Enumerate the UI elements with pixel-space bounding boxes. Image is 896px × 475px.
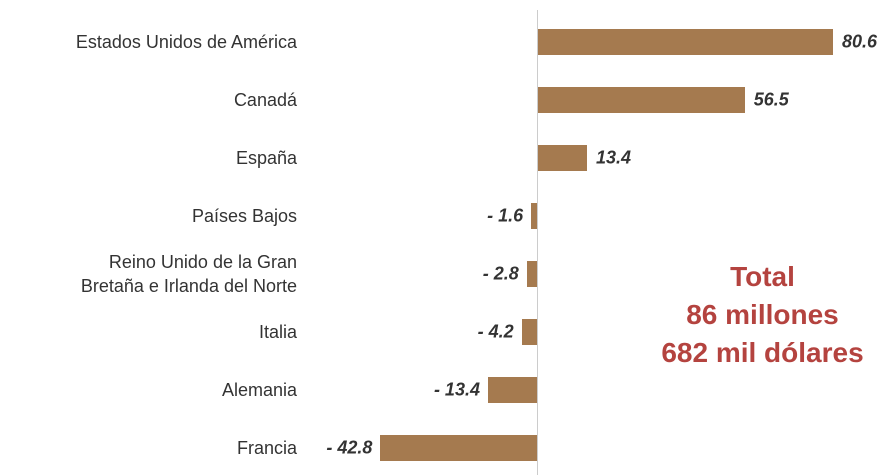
bar	[380, 435, 537, 461]
bar	[487, 377, 537, 403]
value-label: - 42.8	[326, 437, 373, 458]
value-label: - 2.8	[482, 263, 519, 284]
category-label: Estados Unidos de América	[75, 32, 297, 52]
category-label: Países Bajos	[191, 206, 297, 226]
bar	[538, 87, 745, 113]
category-label: Alemania	[221, 380, 297, 400]
category-label: Reino Unido de la Gran Bretaña e Irlanda…	[80, 252, 297, 296]
bar	[538, 145, 588, 171]
value-label: - 13.4	[433, 379, 480, 400]
category-label: Francia	[236, 438, 297, 458]
category-label: Italia	[258, 322, 297, 342]
value-label: - 1.6	[487, 205, 524, 226]
category-label: Canadá	[233, 90, 297, 110]
annotation: Total 86 millones 682 mil dólares	[661, 261, 864, 368]
bar	[531, 203, 537, 229]
zero-line	[537, 10, 538, 475]
value-label: 13.4	[596, 147, 632, 168]
category-label: España	[235, 148, 297, 168]
value-label: 56.5	[753, 89, 789, 110]
bar	[538, 29, 833, 55]
value-label: - 4.2	[477, 321, 514, 342]
value-label: 80.6	[841, 31, 878, 52]
bar	[526, 261, 537, 287]
bar	[521, 319, 537, 345]
